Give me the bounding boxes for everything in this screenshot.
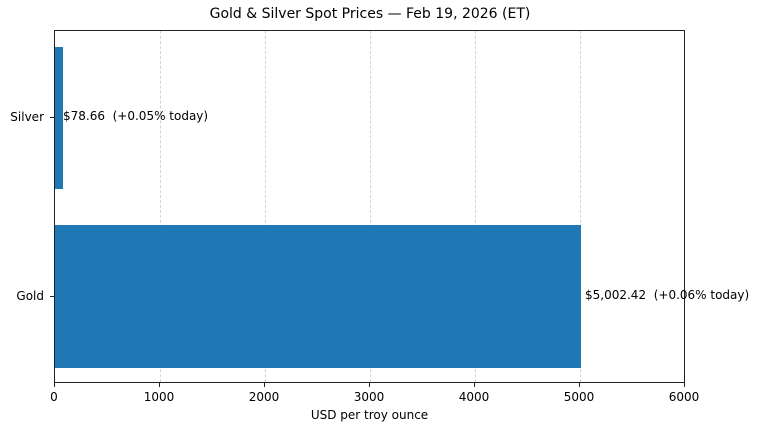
xtick-mark-1000: [159, 383, 160, 387]
xtick-mark-6000: [684, 383, 685, 387]
xtick-mark-2000: [264, 383, 265, 387]
bar-label-silver: $78.66 (+0.05% today): [63, 109, 209, 123]
xtick-mark-3000: [369, 383, 370, 387]
gridline-3000: [370, 31, 371, 382]
gridline-4000: [475, 31, 476, 382]
ytick-mark-silver: [50, 117, 54, 118]
bar-gold: [55, 225, 581, 368]
ytick-silver: Silver: [10, 110, 44, 124]
xtick-3000: 3000: [353, 390, 385, 404]
bar-silver: [55, 47, 63, 189]
x-axis-label: USD per troy ounce: [310, 408, 429, 422]
ytick-mark-gold: [50, 296, 54, 297]
xtick-mark-5000: [579, 383, 580, 387]
xtick-4000: 4000: [458, 390, 490, 404]
gridline-1000: [160, 31, 161, 382]
xtick-0: 0: [50, 390, 58, 404]
ytick-gold: Gold: [16, 289, 44, 303]
xtick-mark-4000: [474, 383, 475, 387]
gridline-5000: [580, 31, 581, 382]
xtick-5000: 5000: [563, 390, 595, 404]
bar-label-gold: $5,002.42 (+0.06% today): [585, 288, 750, 302]
xtick-1000: 1000: [143, 390, 175, 404]
xtick-6000: 6000: [668, 390, 700, 404]
gridline-2000: [265, 31, 266, 382]
plot-area: [54, 30, 685, 383]
chart-title: Gold & Silver Spot Prices — Feb 19, 2026…: [209, 6, 531, 22]
xtick-mark-0: [54, 383, 55, 387]
xtick-2000: 2000: [248, 390, 280, 404]
